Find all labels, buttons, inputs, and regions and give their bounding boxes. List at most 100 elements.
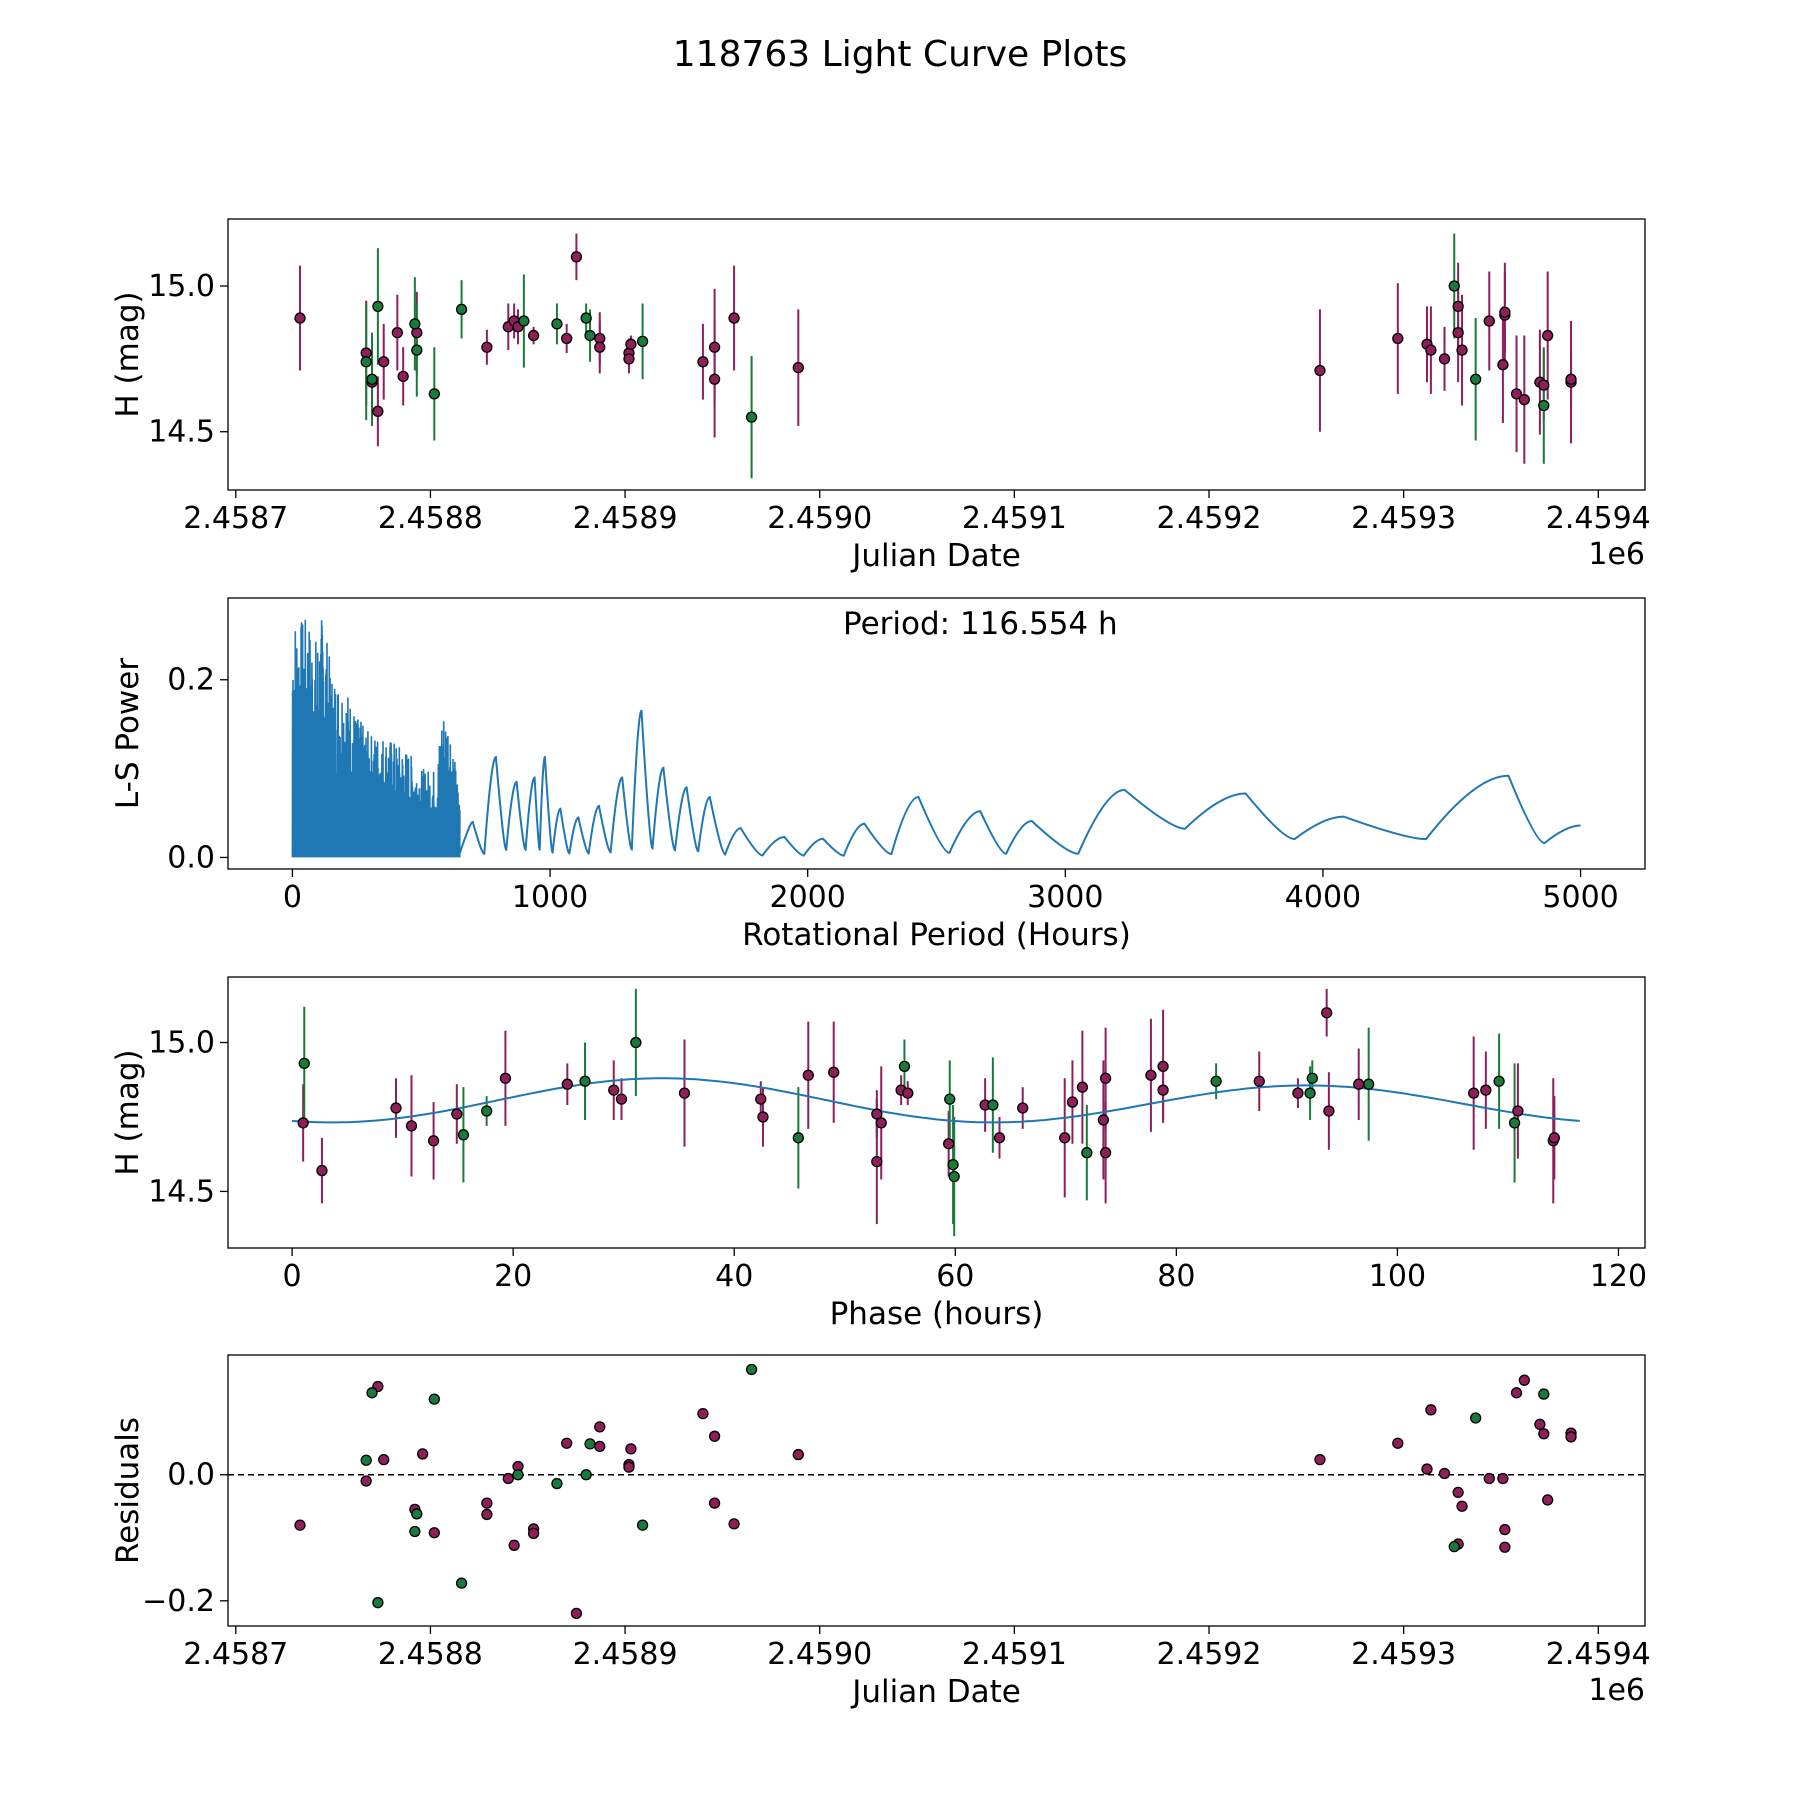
data-point [594,341,606,353]
data-point [1210,1075,1222,1087]
data-point [708,341,721,353]
data-point [1483,1472,1495,1485]
data-point [594,1440,606,1453]
data-point [1097,1114,1110,1126]
data-point [1497,1472,1509,1485]
data-point [625,338,637,350]
data-point [728,1518,740,1530]
plot-area [292,988,1580,1237]
data-point [1425,1404,1437,1416]
data-point [508,1539,520,1551]
data-point [1542,1494,1554,1506]
data-point [1499,1541,1511,1553]
data-point [1452,326,1464,339]
data-point [1099,1147,1112,1159]
data-point [1099,1072,1112,1084]
axes-frame [227,976,1646,1249]
x-tick-label: 4000 [1285,880,1361,915]
axes-frame [227,597,1646,870]
data-point [944,1093,956,1105]
data-point [1508,1117,1521,1129]
data-point [1470,373,1482,385]
x-tick-label: 2.4592 [1157,1637,1262,1672]
data-point [697,356,709,368]
data-point [623,1461,635,1473]
data-point [792,1132,804,1144]
y-tick-label: 0.0 [167,840,215,875]
data-point [948,1170,960,1183]
data-point [636,1519,649,1531]
data-point [871,1108,883,1120]
y-tick-label: 15.0 [148,269,215,304]
data-point [1363,1078,1375,1090]
x-tick-label: 3000 [1027,880,1103,915]
data-point [623,353,635,365]
data-point [427,1135,440,1147]
figure-title: 118763 Light Curve Plots [673,34,1127,75]
data-point [678,1087,691,1099]
data-point [1483,315,1495,327]
data-point [1425,344,1437,356]
data-point [898,1060,911,1072]
x-tick-label: 120 [1590,1259,1647,1294]
x-tick-label: 2.4594 [1546,1637,1651,1672]
data-point [499,1072,512,1084]
data-point [1512,1105,1524,1117]
x-tick-label: 2.4592 [1157,501,1262,536]
y-tick-label: 15.0 [148,1026,215,1061]
data-point [1497,359,1509,371]
data-point [1538,1428,1550,1440]
data-point [455,1577,468,1589]
x-tick-label: 20 [494,1259,532,1294]
data-point [451,1108,463,1120]
data-point [360,1454,372,1466]
data-point [405,1120,418,1132]
data-point [561,1078,573,1090]
data-point [366,1387,378,1399]
data-point [1493,1075,1505,1087]
periodogram-panel: 0 1000 2000 3000 4000 5000 0.0 0.2 Rotational Pe… [110,597,1646,953]
x-axis-label: Rotational Period (Hours) [742,917,1131,953]
axes-frame [227,1354,1646,1627]
x-tick-label: 2.4587 [183,1637,288,1672]
data-point [1518,394,1530,406]
period-annotation: Period: 116.554 h [843,606,1118,642]
data-point [360,356,372,368]
data-point [1499,306,1511,318]
data-point [1306,1072,1318,1084]
x-tick-label: 2.4589 [573,1637,678,1672]
x-tick-label: 2000 [770,880,846,915]
data-point [580,312,592,324]
data-point [1448,1540,1460,1553]
x-offset-label: 1e6 [1588,1673,1645,1708]
data-point [297,1117,309,1129]
x-tick-label: 100 [1369,1259,1426,1294]
data-point [580,1469,592,1481]
data-point [457,1129,470,1141]
data-point [1353,1078,1365,1090]
data-point [1392,1437,1404,1449]
y-axis-label: H (mag) [110,291,146,417]
periodogram-dense-region [291,619,461,858]
data-point [1157,1084,1169,1096]
data-point [579,1075,591,1087]
data-point [294,312,306,324]
data-point [584,1438,596,1450]
plot-area [294,233,1577,479]
data-point [1253,1075,1265,1087]
x-tick-label: 60 [936,1259,974,1294]
x-tick-label: 5000 [1542,880,1618,915]
data-point [625,1443,637,1455]
data-point [875,1117,887,1129]
phased-panel: 0 20 40 60 80 100 120 14.5 15.0 Phase (hours) H (m… [110,976,1647,1332]
data-point [551,318,563,330]
data-point [360,1475,372,1487]
data-point [1538,379,1550,391]
data-point [1438,353,1451,365]
data-point [416,1448,429,1460]
data-point [1456,1500,1468,1512]
data-point [993,1132,1006,1144]
x-tick-label: 2.4588 [378,501,483,536]
data-point [378,1453,390,1466]
data-point [792,1448,804,1461]
